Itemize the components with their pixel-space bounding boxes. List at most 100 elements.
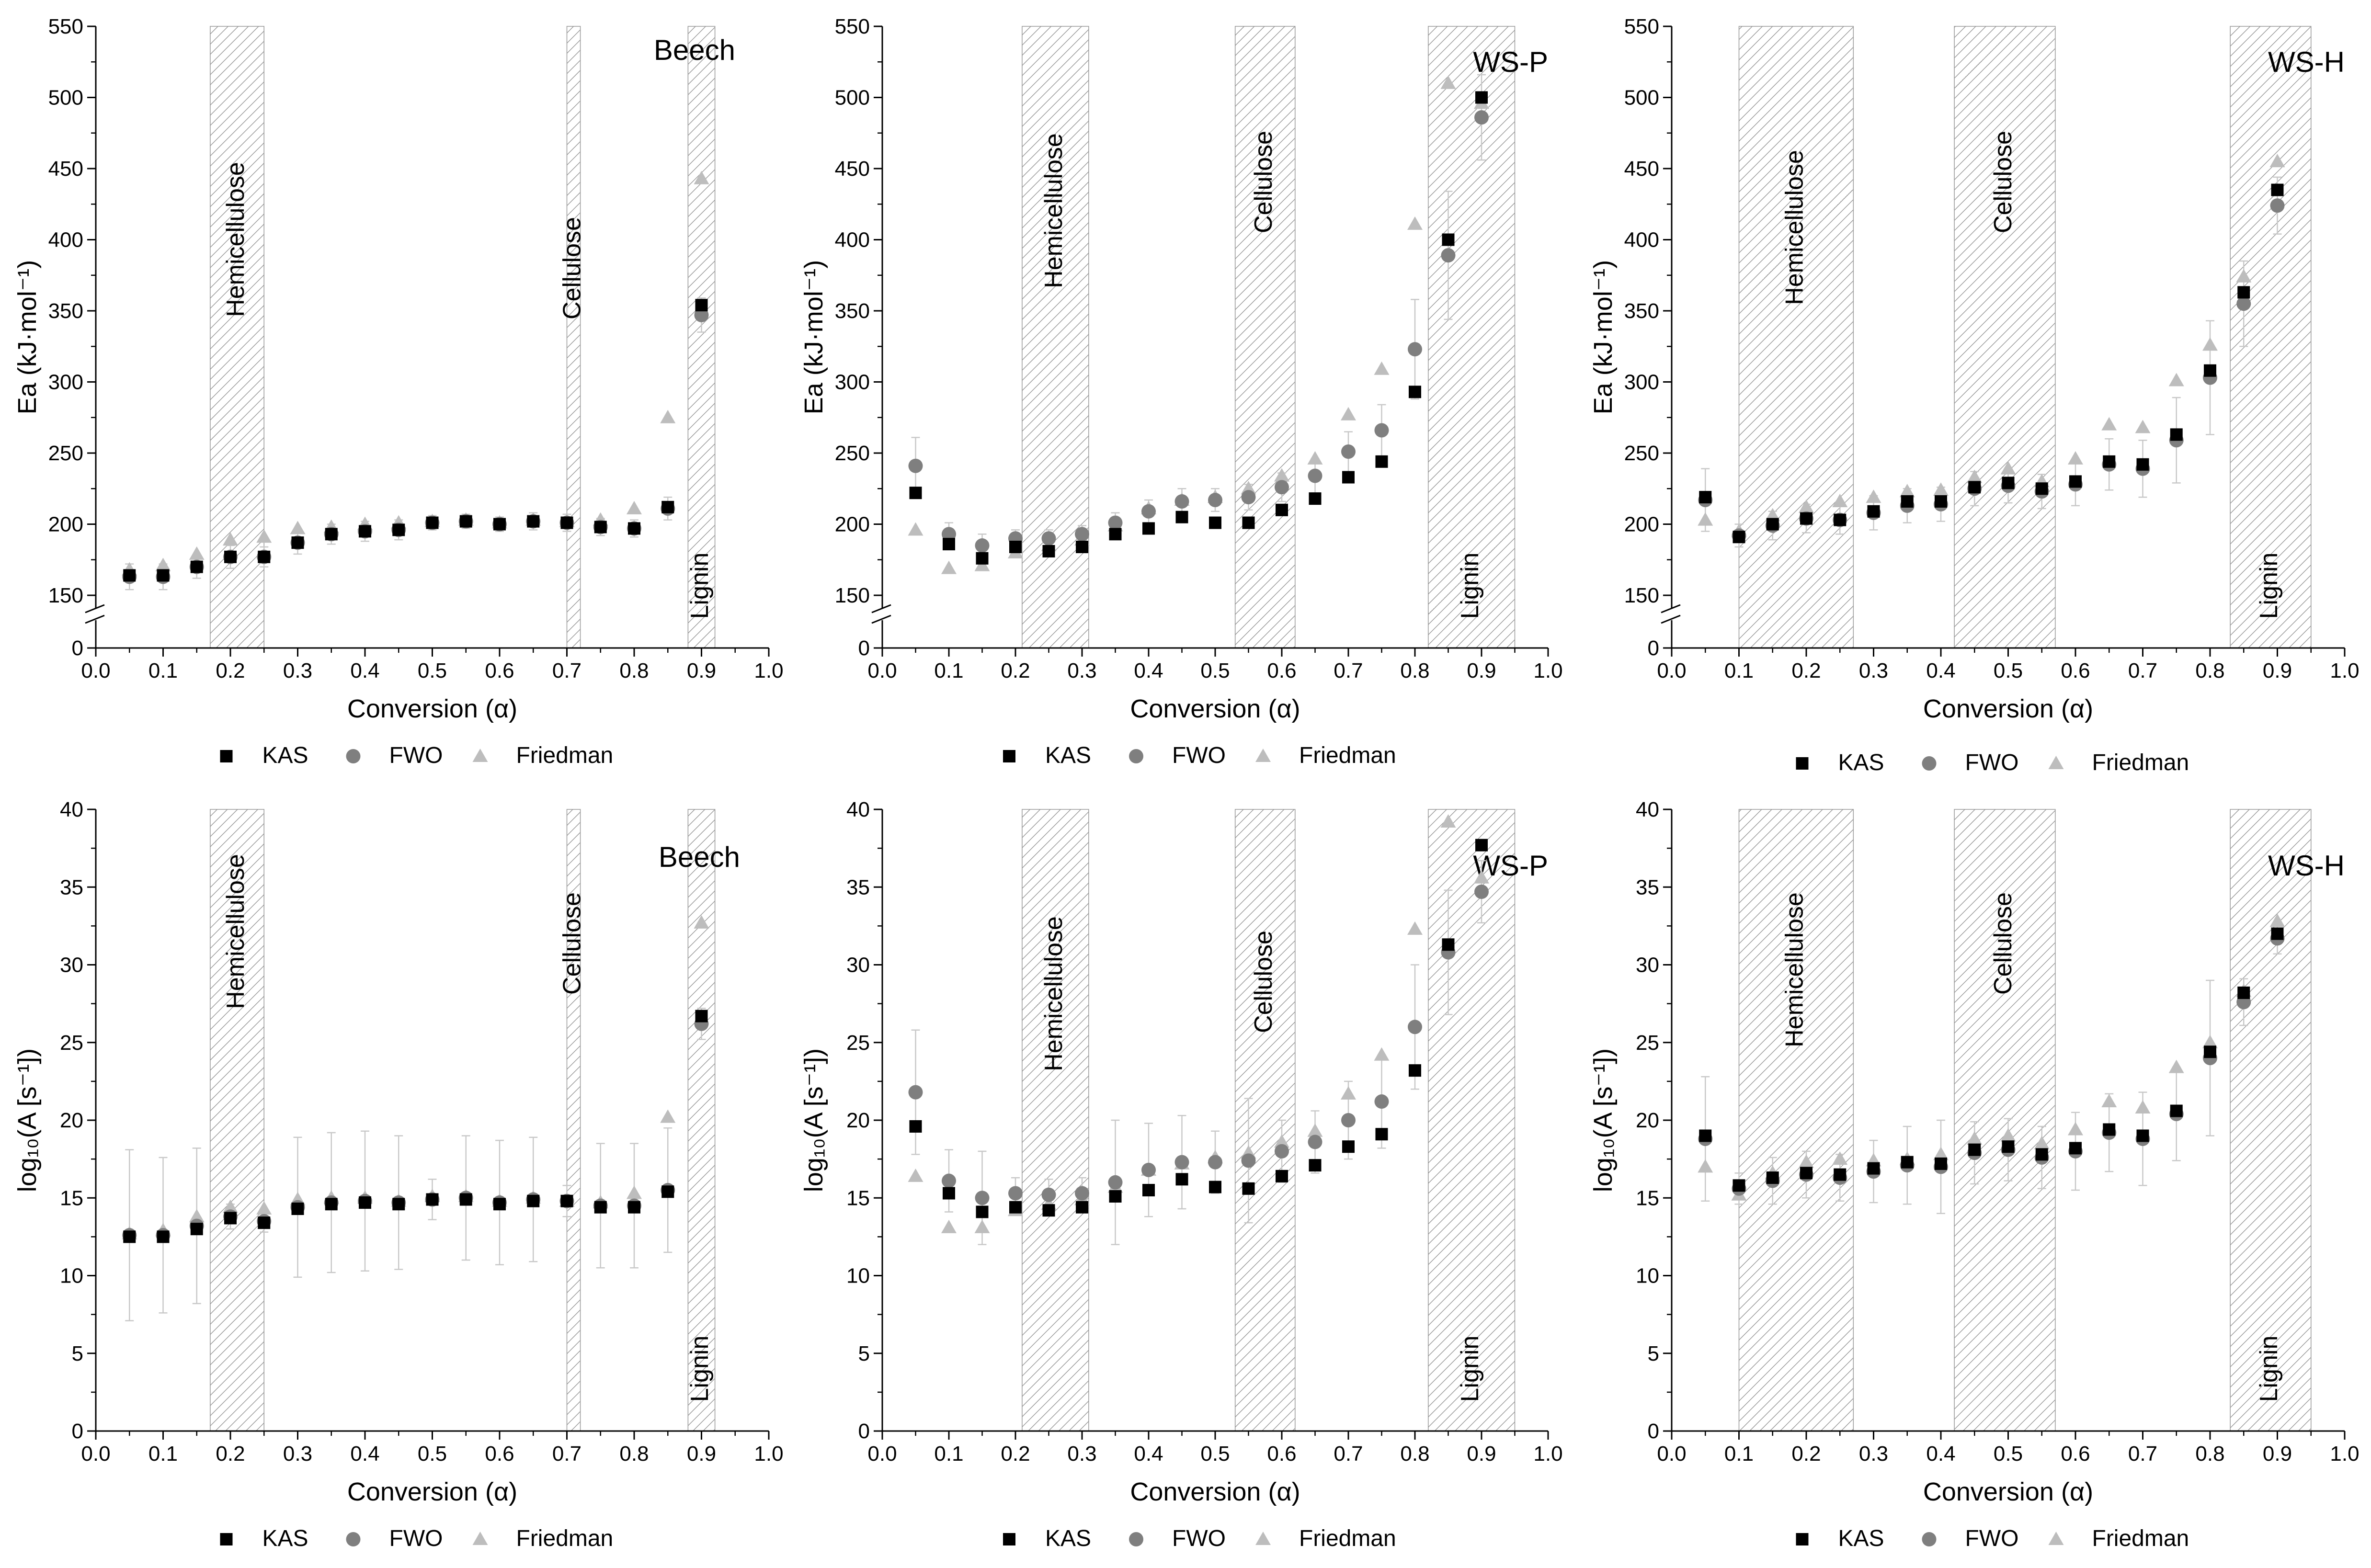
point-fwo	[1174, 1155, 1189, 1170]
point-kas	[1766, 1171, 1779, 1184]
x-axis-label: Conversion (α)	[1923, 1477, 2093, 1506]
legend-marker-fwo	[1129, 749, 1143, 763]
x-tick-label: 0.1	[1724, 659, 1754, 682]
y-tick-label: 10	[846, 1264, 870, 1288]
y-axis-label: Ea (kJ·mol⁻¹)	[799, 260, 828, 415]
point-friedman	[1440, 814, 1456, 828]
point-kas	[392, 1198, 405, 1211]
y-axis-label: log₁₀(A [s⁻¹])	[13, 1048, 42, 1192]
point-kas	[190, 560, 203, 573]
x-tick-label: 0.1	[934, 659, 963, 682]
legend-marker-fwo	[1922, 1532, 1937, 1546]
point-kas	[1834, 513, 1847, 526]
point-friedman	[2168, 373, 2184, 386]
legend-label-kas: KAS	[1045, 743, 1091, 768]
point-kas	[1242, 516, 1255, 529]
point-friedman	[1241, 481, 1256, 495]
point-friedman	[256, 1201, 272, 1215]
x-tick-label: 0.9	[687, 1442, 716, 1466]
point-friedman	[694, 915, 709, 929]
x-tick-label: 0.6	[2061, 659, 2090, 682]
y-tick-label: 150	[48, 584, 83, 607]
x-tick-label: 0.2	[1001, 659, 1030, 682]
point-kas	[2237, 986, 2250, 999]
point-friedman	[2068, 451, 2083, 465]
y-tick-label: 350	[48, 299, 83, 323]
point-friedman	[1274, 468, 1289, 482]
point-friedman	[1799, 499, 1814, 513]
point-kas	[1901, 495, 1914, 508]
point-kas	[1733, 1179, 1745, 1192]
chart-panel-4: Hemicellulose Cellulose Lignin 0.0 0.1 0.2 0.3…	[13, 798, 784, 1551]
panel-title: Beech	[659, 841, 740, 873]
legend-label-friedman: Friedman	[1299, 1526, 1396, 1551]
band-label-lignin: Lignin	[1456, 1336, 1484, 1402]
legend-label-kas: KAS	[262, 743, 308, 768]
y-tick-label: 450	[835, 157, 870, 181]
y-axis-label: Ea (kJ·mol⁻¹)	[13, 260, 42, 415]
point-kas	[392, 523, 405, 536]
point-friedman	[1933, 1147, 1949, 1160]
point-kas	[1699, 491, 1712, 504]
band-label-lignin: Lignin	[686, 1336, 714, 1402]
band-cellulose	[1954, 26, 2056, 648]
point-kas	[1375, 1128, 1388, 1141]
point-kas	[1309, 1159, 1322, 1172]
band-label-hemicellulose: Hemicellulose	[222, 854, 250, 1009]
x-tick-label: 0.8	[1400, 659, 1429, 682]
band-label-lignin: Lignin	[1456, 553, 1484, 619]
point-fwo	[1075, 1186, 1089, 1201]
x-tick-label: 0.6	[485, 659, 514, 682]
panel-title: WS-H	[2268, 850, 2345, 882]
point-friedman	[2202, 1034, 2218, 1048]
point-kas	[527, 515, 540, 528]
x-tick-label: 0.8	[2195, 1442, 2224, 1466]
point-fwo	[1208, 1155, 1222, 1170]
axis-break-mark	[1661, 604, 1681, 614]
point-fwo	[694, 307, 709, 322]
point-kas	[695, 1010, 708, 1023]
panel-title: WS-P	[1473, 46, 1548, 78]
point-kas	[1442, 938, 1455, 951]
point-fwo	[1275, 1144, 1289, 1159]
x-tick-label: 0.5	[1200, 1442, 1230, 1466]
x-tick-label: 0.7	[552, 659, 581, 682]
point-kas	[1109, 528, 1122, 541]
chart-panel-1: Hemicellulose Cellulose Lignin 0.0 0.1 0.2 0.3…	[13, 15, 784, 768]
y-tick-label: 500	[835, 86, 870, 110]
y-tick-label: 300	[48, 371, 83, 394]
point-kas	[1699, 1129, 1712, 1142]
axis-break-mark	[85, 614, 105, 624]
point-kas	[2103, 1123, 2116, 1136]
point-kas	[1175, 1173, 1188, 1186]
legend-label-fwo: FWO	[389, 1526, 443, 1551]
band-cellulose	[1954, 809, 2056, 1432]
y-tick-label: 250	[835, 442, 870, 465]
point-friedman	[1899, 484, 1915, 498]
x-tick-label: 0.7	[552, 1442, 581, 1466]
x-axis-label: Conversion (α)	[1130, 694, 1300, 723]
point-friedman	[290, 521, 306, 534]
point-kas	[1209, 516, 1221, 529]
panel-title: WS-P	[1473, 850, 1548, 882]
point-friedman	[223, 532, 238, 546]
point-kas	[325, 1198, 338, 1211]
point-friedman	[1374, 1047, 1390, 1061]
x-tick-label: 0.5	[1994, 1442, 2023, 1466]
legend: KAS FWO Friedman	[1045, 743, 1396, 768]
point-kas	[1800, 512, 1812, 525]
point-friedman	[941, 560, 957, 574]
y-tick-label: 20	[1636, 1109, 1659, 1132]
y-axis-label: log₁₀(A [s⁻¹])	[799, 1048, 828, 1192]
point-kas	[594, 1201, 607, 1214]
point-kas	[1342, 1140, 1355, 1153]
point-kas	[2002, 1140, 2015, 1153]
band-label-cellulose: Cellulose	[1250, 131, 1277, 233]
point-kas	[2204, 364, 2216, 377]
x-tick-label: 0.2	[1001, 1442, 1030, 1466]
point-fwo	[1308, 468, 1322, 483]
point-kas	[224, 550, 237, 563]
band-lignin	[1428, 809, 1516, 1432]
x-tick-label: 0.3	[1859, 1442, 1888, 1466]
x-tick-label: 0.6	[1267, 1442, 1296, 1466]
